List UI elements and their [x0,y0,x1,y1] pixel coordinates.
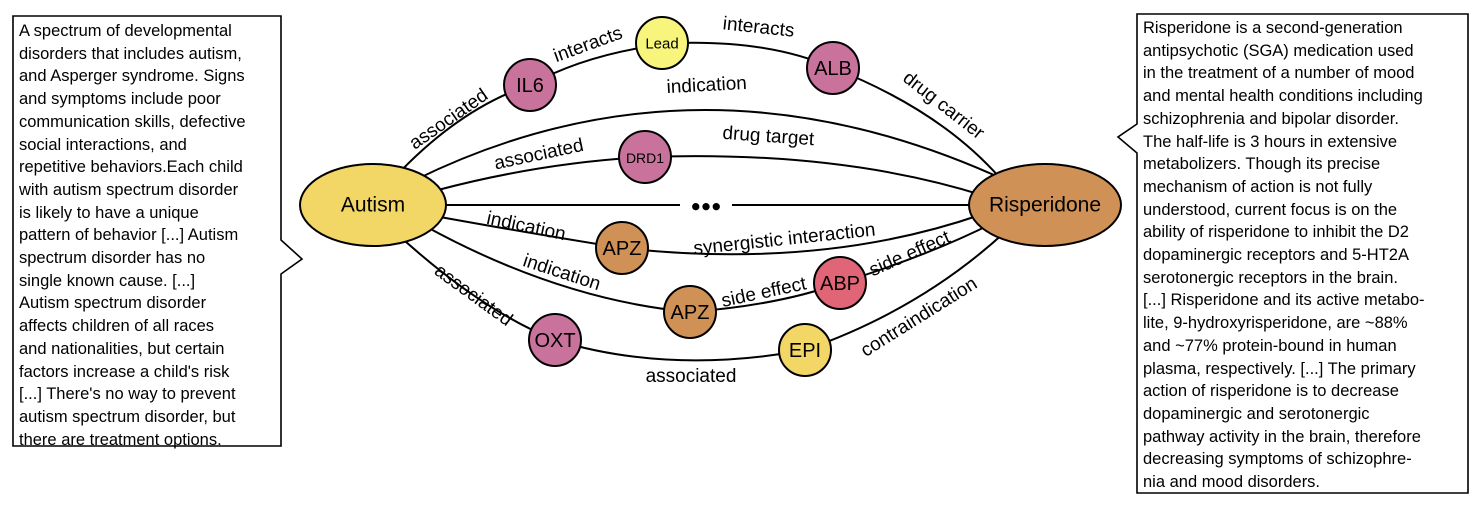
node-abp[interactable]: ABP [813,256,867,310]
edge-label-autism-oxt: associated [430,260,516,330]
edge-oxt-epi [554,339,806,362]
edge-label-drd1-risperidone: drug target [722,123,816,150]
risperidone-description: Risperidone is a second-generation antip… [1143,19,1425,492]
edge-apz-risperidone [621,214,981,256]
node-apz-upper[interactable]: APZ [595,221,649,275]
node-autism[interactable]: Autism [299,163,447,247]
node-label-autism: Autism [341,194,405,217]
node-label-risperidone: Risperidone [989,194,1101,217]
node-label-epi: EPI [789,340,821,362]
ellipsis-dots: ●●● [691,197,722,216]
edge-drd1-risperidone [644,155,986,197]
node-label-lead: Lead [645,36,678,53]
node-drd1[interactable]: DRD1 [618,130,672,184]
edge-autism-risperidone-indication [414,109,1006,181]
node-ellipsis: ●●● [680,193,732,217]
edge-label-epi-risperidone: contraindication [857,273,981,361]
node-label-apz-lower: APZ [671,302,710,324]
autism-description-callout [12,15,304,447]
edge-label-autism-apz-lower: indication [520,250,603,295]
node-epi[interactable]: EPI [778,323,832,377]
node-label-alb: ALB [814,58,852,80]
edge-label-autism-apz-upper: indication [485,208,568,245]
node-label-abp: ABP [820,273,860,295]
node-risperidone[interactable]: Risperidone [968,163,1122,247]
node-label-il6: IL6 [516,75,544,97]
autism-description: A spectrum of developmental disorders th… [19,22,246,449]
node-alb[interactable]: ALB [806,41,860,95]
nodes: Autism Risperidone IL6 Lead ALB DRD1 ●●● [299,16,1122,377]
node-lead[interactable]: Lead [635,16,689,70]
node-apz-lower[interactable]: APZ [663,285,717,339]
risperidone-description-callout [1116,13,1469,494]
node-il6[interactable]: IL6 [503,58,557,112]
edge-label-oxt-epi: associated [646,366,737,387]
edge-label-lead-alb: interacts [722,13,796,41]
edge-label-autism-risperidone-indication: indication [666,73,747,98]
node-label-apz-upper: APZ [603,238,642,260]
edge-label-autism-il6: associated [406,85,492,154]
node-label-oxt: OXT [534,330,575,352]
edge-epi-risperidone [804,231,1006,351]
edge-autism-apz-lower [424,225,691,313]
node-oxt[interactable]: OXT [528,313,582,367]
node-label-drd1: DRD1 [626,150,664,166]
edge-alb-risperidone [832,67,1001,179]
edge-label-apz-abp: side effect [719,273,808,312]
